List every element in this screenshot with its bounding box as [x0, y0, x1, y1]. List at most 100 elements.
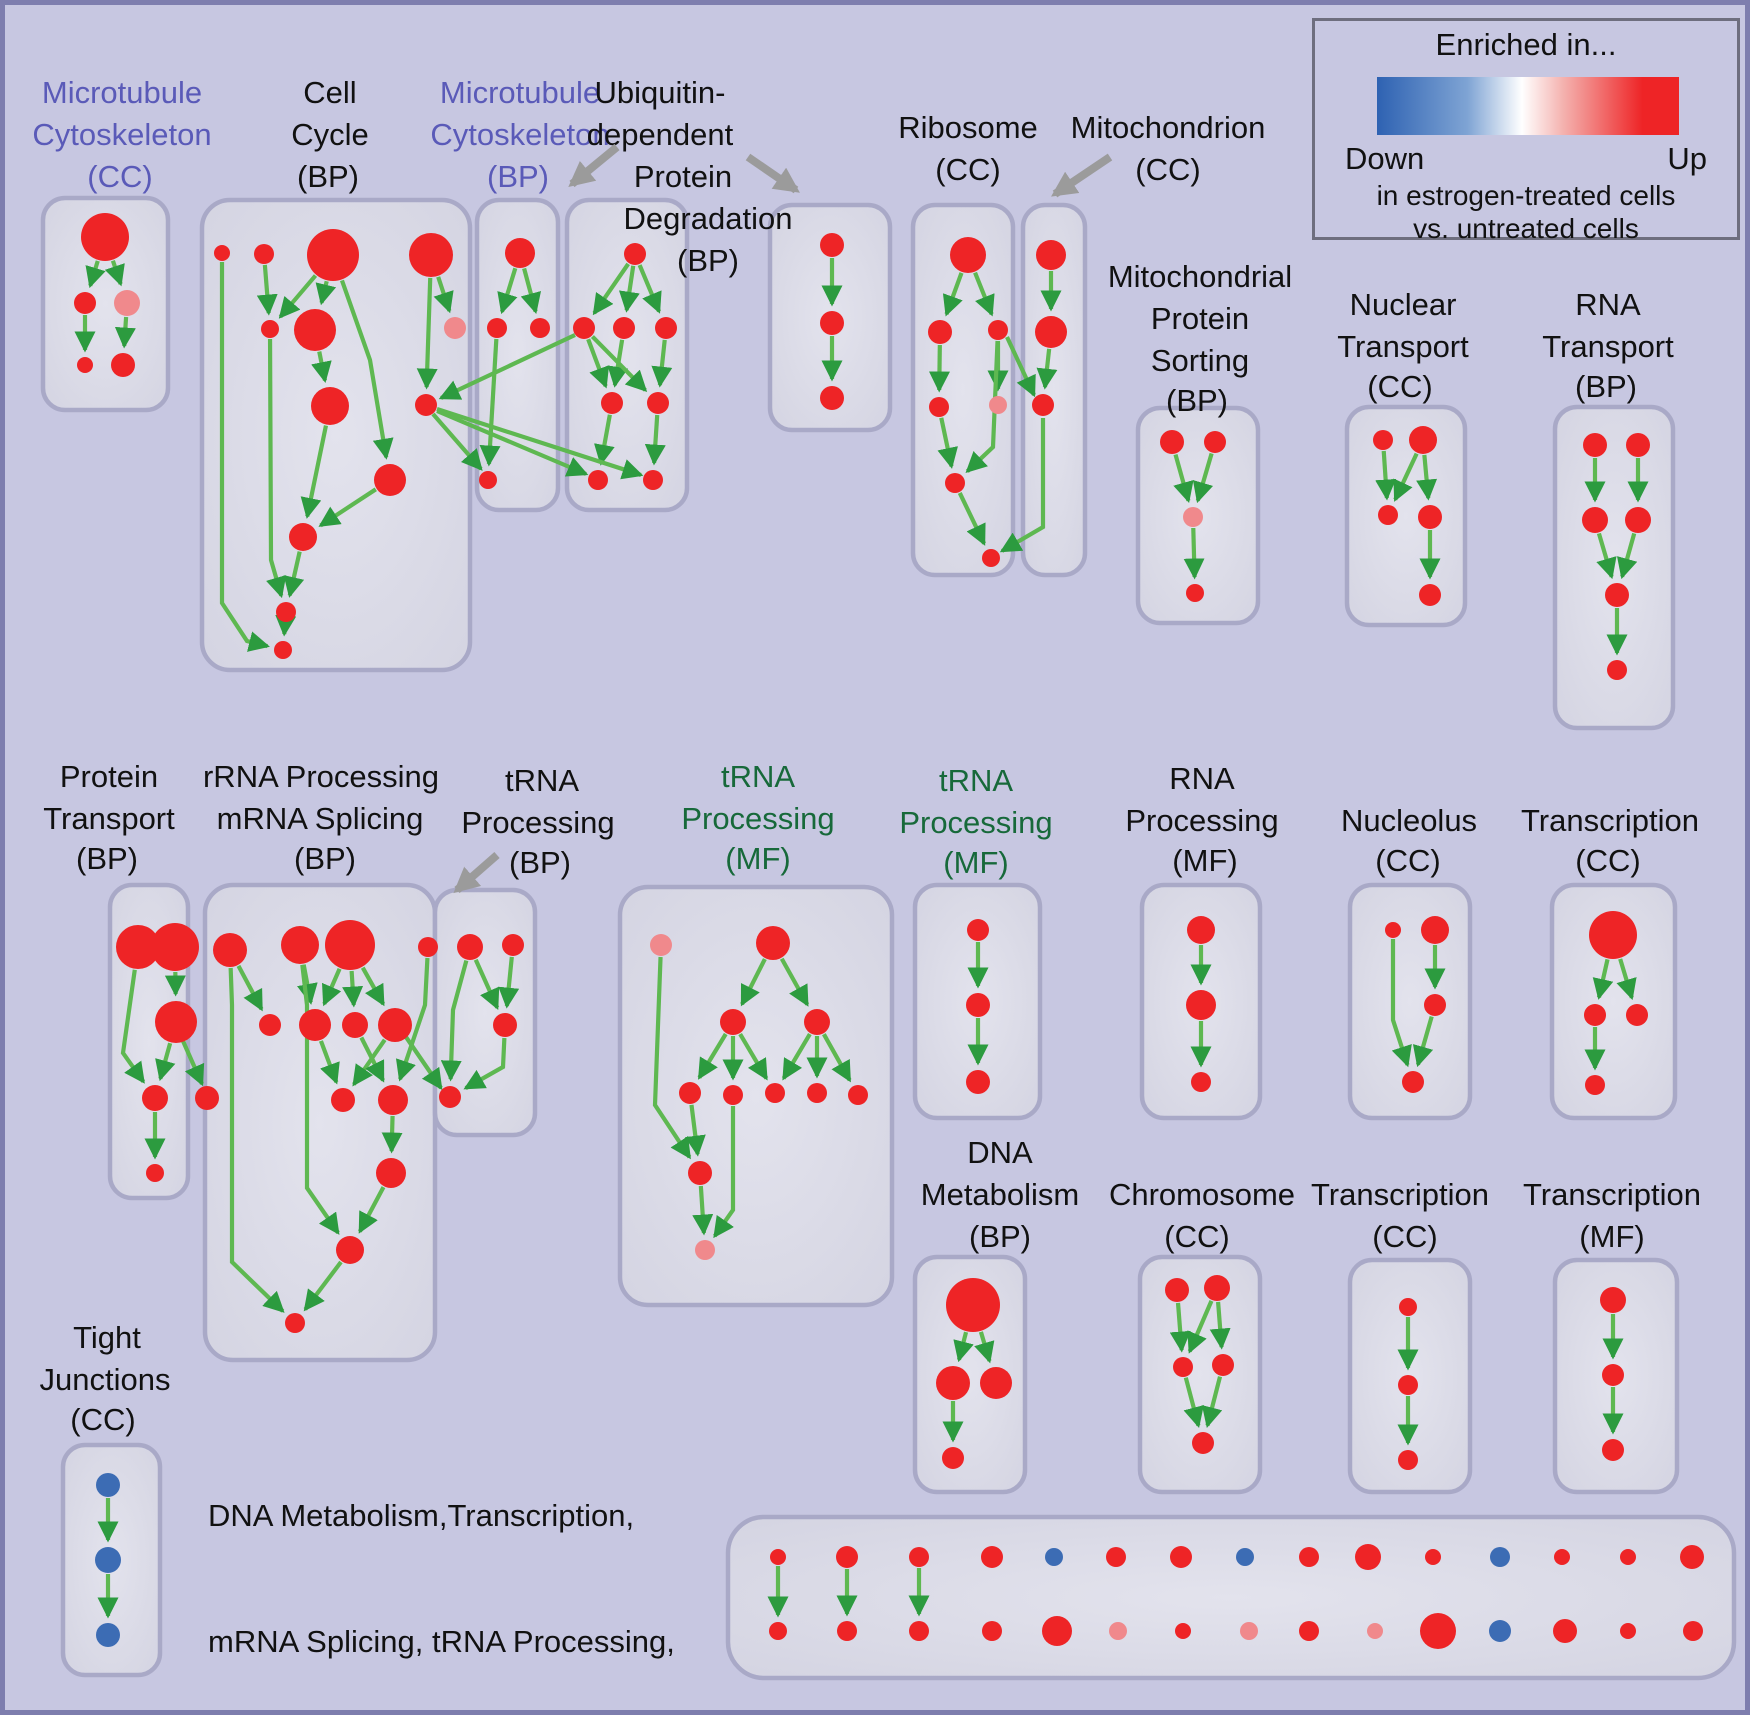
group-label-nuclear-transport-cc: Nuclear	[1350, 287, 1457, 322]
group-box-chromosome-cc	[1137, 1254, 1263, 1495]
group-label-mitochondrial-protein-sorting-bp: Mitochondrial	[1108, 259, 1292, 294]
edge-arrow	[497, 267, 518, 315]
node-pink	[1367, 1623, 1383, 1639]
node-red	[988, 320, 1008, 340]
node-red	[909, 1547, 929, 1567]
node-red	[1605, 583, 1629, 607]
node-red	[848, 1085, 868, 1105]
edge-arrow	[219, 262, 270, 652]
node-red	[294, 309, 336, 351]
node-red	[77, 357, 93, 373]
node-red	[409, 233, 453, 277]
group-label-trna-processing-mf-2: Processing	[899, 805, 1052, 840]
node-red	[1378, 505, 1398, 525]
edge-arrow	[278, 274, 318, 319]
node-red	[837, 1621, 857, 1641]
edge-arrow	[651, 339, 673, 388]
group-label-transcription-mf: Transcription	[1523, 1177, 1701, 1212]
edge-arrow	[1169, 1302, 1191, 1353]
legend-up-label: Up	[1667, 141, 1707, 176]
group-label-transcription-mf: (MF)	[1579, 1219, 1644, 1254]
node-red	[214, 245, 230, 261]
node-red	[1607, 660, 1627, 680]
edge-arrow	[498, 956, 520, 1009]
node-red	[1602, 1364, 1624, 1386]
node-red	[820, 386, 844, 410]
group-label-protein-transport-bp: (BP)	[76, 841, 138, 876]
node-blue	[1489, 1620, 1511, 1642]
group-label-nucleolus-cc: (CC)	[1375, 843, 1440, 878]
edge-arrow	[85, 260, 106, 289]
node-pink	[444, 317, 466, 339]
edge-arrow	[283, 551, 305, 598]
edge-arrow	[228, 967, 285, 1313]
group-labels: Microtubule Cytoskeleton (CC) Cell Cycle (BP)…	[32, 75, 1701, 1437]
node-blue	[1236, 1548, 1254, 1566]
edge-arrow	[381, 1115, 403, 1154]
node-red	[74, 292, 96, 314]
node-red	[378, 1085, 408, 1115]
edge-arrow	[740, 958, 767, 1007]
node-red	[807, 1083, 827, 1103]
edge-arrow	[1416, 454, 1438, 501]
legend-panel: Enriched in... Down Up in estrogen-treat…	[1312, 18, 1740, 244]
edge-arrow	[1183, 1377, 1204, 1429]
edge-arrow	[937, 417, 958, 469]
node-red	[530, 318, 550, 338]
node-red	[1204, 431, 1226, 453]
node-red	[1420, 1613, 1456, 1649]
cross-edge-mitochondrion-to-ribosome	[999, 418, 1046, 553]
group-label-rna-processing-mf: (MF)	[1172, 843, 1237, 878]
node-red	[945, 473, 965, 493]
node-red	[688, 1161, 712, 1185]
cross-edge-cellcycle-to-ubiquitin-1	[436, 409, 589, 477]
edge-arrow	[738, 1032, 769, 1081]
node-red	[1032, 394, 1054, 416]
edge-arrow	[1183, 527, 1205, 580]
edge-arrow	[473, 958, 500, 1010]
edge-arrow	[684, 1104, 706, 1157]
node-red	[1355, 1544, 1381, 1570]
node-red	[1191, 1072, 1211, 1092]
node-red	[146, 1164, 164, 1182]
edge-arrow	[1393, 452, 1419, 502]
node-red	[1620, 1623, 1636, 1639]
node-red	[929, 397, 949, 417]
group-label-nucleolus-cc: Nucleolus	[1341, 803, 1477, 838]
edge-arrow	[275, 614, 297, 637]
node-red	[493, 1013, 517, 1037]
node-red	[946, 1278, 1000, 1332]
group-label-mitochondrial-protein-sorting-bp: Sorting	[1151, 343, 1249, 378]
node-red	[276, 602, 296, 622]
group-label-transcription-cc-low: (CC)	[1372, 1219, 1437, 1254]
edge-arrow	[1375, 450, 1397, 501]
node-red	[1173, 1357, 1193, 1377]
edge-arrow	[590, 335, 648, 392]
node-red	[299, 1009, 331, 1041]
node-red	[1299, 1621, 1319, 1641]
edge-arrow	[928, 344, 950, 393]
node-red	[213, 933, 247, 967]
group-label-trna-processing-mf-1: tRNA	[721, 759, 795, 794]
group-label-mitochondrial-protein-sorting-bp: Protein	[1151, 301, 1249, 336]
node-red	[936, 1366, 970, 1400]
edge-arrow	[433, 276, 454, 314]
legend-caption-line2: vs. untreated cells	[1413, 213, 1639, 244]
cross-edge-ubiquitin-to-cellcycle	[438, 333, 576, 400]
node-pink	[695, 1240, 715, 1260]
node-blue	[1045, 1548, 1063, 1566]
node-red	[1160, 430, 1184, 454]
cross-edge-ribosome-to-mitochondrion	[1005, 336, 1036, 398]
node-red	[1553, 1619, 1577, 1643]
node-red	[720, 1009, 746, 1035]
legend-down-label: Down	[1345, 141, 1425, 176]
group-label-tight-junctions-cc: (CC)	[70, 1402, 135, 1437]
edge-arrow	[1390, 939, 1412, 1068]
group-label-tight-junctions-cc: Tight	[73, 1320, 141, 1355]
edge-arrow	[318, 487, 377, 528]
group-label-rrna-processing-mrna-splicing-bp: rRNA Processing	[203, 759, 439, 794]
group-label-ubiquitin-degradation-bp: Degradation	[624, 201, 793, 236]
node-red	[1554, 1549, 1570, 1565]
node-red	[1602, 1439, 1624, 1461]
edge-arrow	[360, 966, 386, 1007]
